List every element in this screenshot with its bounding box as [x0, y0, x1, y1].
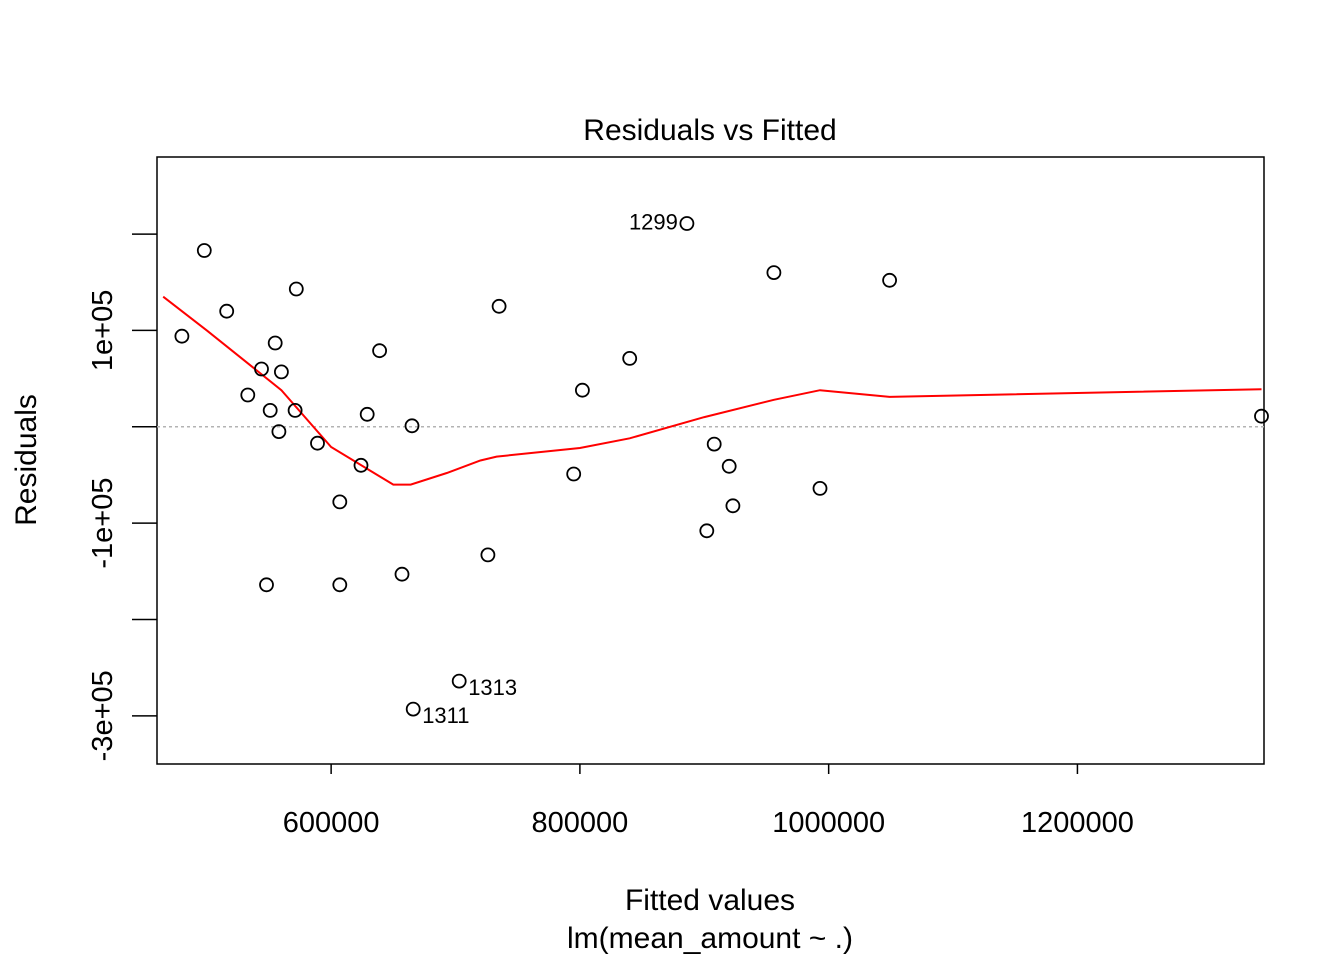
data-point — [254, 361, 269, 377]
data-point — [566, 466, 582, 482]
y-tick-label: -3e+05 — [87, 670, 119, 761]
smooth-line-0 — [162, 295, 1262, 486]
data-point — [219, 303, 235, 319]
data-point — [262, 402, 278, 418]
data-point — [451, 673, 467, 689]
data-point — [174, 328, 190, 344]
x-axis: 600000 800000 1000000 1200000 — [283, 764, 1134, 839]
x-axis-label: Fitted values — [625, 884, 795, 917]
smooth-line-layer — [162, 295, 1262, 486]
data-point — [882, 272, 897, 288]
plot-frame — [156, 156, 1265, 765]
data-point — [699, 523, 715, 539]
data-point — [196, 243, 212, 258]
data-point — [271, 424, 287, 440]
y-tick-label: -1e+05 — [87, 478, 119, 569]
data-point — [404, 418, 420, 434]
data-point — [575, 382, 590, 398]
data-point — [812, 480, 828, 496]
x-axis-sublabel: lm(mean_amount ~ .) — [567, 922, 853, 955]
data-point — [359, 406, 375, 422]
data-point — [353, 457, 369, 473]
data-point — [259, 577, 274, 593]
data-point — [706, 436, 722, 452]
y-axis-label: Residuals — [10, 394, 43, 526]
data-point — [332, 577, 348, 593]
data-point — [480, 547, 496, 563]
data-point — [372, 343, 388, 359]
points-layer: 1311 1313 1299 — [174, 210, 1269, 728]
data-point — [310, 435, 325, 451]
data-point — [679, 216, 695, 231]
data-point — [721, 458, 737, 474]
data-point — [491, 298, 507, 314]
data-point — [267, 335, 283, 351]
data-point — [394, 566, 410, 582]
point-label-1313: 1313 — [468, 675, 517, 700]
data-point — [405, 701, 421, 717]
point-label-1299: 1299 — [629, 210, 678, 235]
x-tick-label: 1200000 — [1021, 807, 1134, 839]
data-point — [273, 364, 289, 380]
data-point — [622, 350, 638, 366]
y-axis: -3e+05 -1e+05 1e+05 — [87, 233, 157, 761]
data-point — [725, 498, 741, 514]
data-point — [332, 494, 348, 510]
x-tick-label: 1000000 — [772, 807, 885, 839]
point-label-1311: 1311 — [422, 703, 469, 728]
data-point — [287, 402, 303, 418]
data-point — [288, 281, 304, 297]
chart-title: Residuals vs Fitted — [583, 114, 836, 147]
x-tick-label: 800000 — [532, 807, 629, 839]
data-point — [1254, 408, 1269, 424]
data-point — [240, 387, 256, 403]
x-tick-label: 600000 — [283, 807, 380, 839]
data-point — [766, 265, 782, 281]
y-tick-label: 1e+05 — [87, 290, 119, 371]
